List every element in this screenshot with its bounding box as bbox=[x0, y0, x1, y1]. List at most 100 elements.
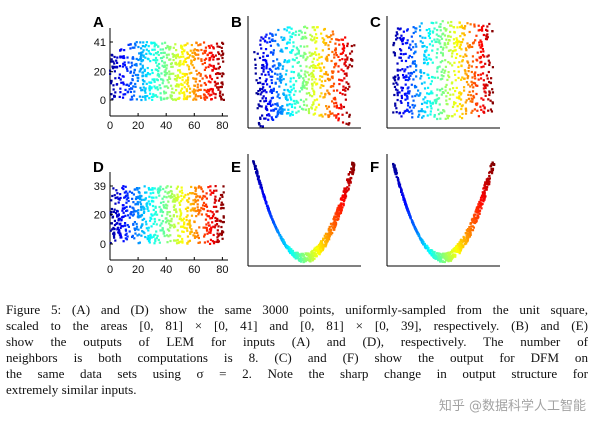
data-point-b bbox=[311, 73, 315, 76]
data-point-a bbox=[132, 85, 135, 88]
data-point-a bbox=[165, 72, 168, 75]
data-point-a bbox=[204, 49, 207, 52]
data-point-c bbox=[431, 102, 434, 105]
data-point-d bbox=[166, 185, 169, 188]
data-point-b bbox=[301, 82, 304, 85]
data-point-c bbox=[409, 74, 412, 77]
data-point-a bbox=[163, 51, 166, 54]
data-point-d bbox=[151, 188, 154, 191]
data-point-d bbox=[193, 236, 197, 239]
data-point-d bbox=[137, 195, 140, 198]
data-point-d bbox=[153, 220, 157, 223]
data-point-a bbox=[151, 71, 154, 75]
data-point-b bbox=[306, 45, 309, 48]
data-point-a bbox=[119, 87, 122, 90]
data-point-d bbox=[123, 222, 127, 225]
data-point-a bbox=[120, 81, 123, 84]
data-point-a bbox=[168, 47, 171, 50]
data-point-b bbox=[325, 55, 328, 58]
data-point-b bbox=[258, 77, 262, 80]
data-point-e bbox=[344, 192, 347, 195]
data-point-b bbox=[292, 76, 295, 80]
data-point-d bbox=[155, 236, 158, 240]
data-point-d bbox=[114, 239, 117, 242]
data-point-c bbox=[433, 115, 436, 118]
data-point-c bbox=[466, 42, 469, 45]
data-point-d bbox=[198, 211, 201, 214]
data-point-b bbox=[332, 85, 335, 88]
data-point-c bbox=[430, 75, 434, 79]
data-point-d bbox=[163, 234, 166, 238]
data-point-f bbox=[447, 252, 451, 255]
data-point-c bbox=[441, 77, 444, 80]
data-point-c bbox=[464, 112, 468, 115]
data-point-c bbox=[398, 111, 402, 114]
data-point-d bbox=[117, 219, 120, 222]
data-point-e bbox=[331, 226, 335, 229]
data-point-a bbox=[194, 89, 197, 92]
data-point-d bbox=[173, 225, 177, 228]
data-point-d bbox=[196, 231, 199, 234]
data-point-b bbox=[341, 38, 345, 41]
data-point-c bbox=[460, 107, 463, 111]
data-point-c bbox=[401, 86, 405, 90]
data-point-c bbox=[456, 44, 459, 47]
data-point-d bbox=[125, 205, 128, 209]
data-point-b bbox=[283, 88, 286, 92]
data-point-b bbox=[307, 108, 311, 111]
data-point-c bbox=[443, 34, 447, 37]
data-point-f bbox=[458, 251, 461, 254]
data-point-e bbox=[298, 253, 302, 256]
data-point-e bbox=[323, 240, 327, 243]
data-point-b bbox=[333, 102, 336, 105]
data-point-b bbox=[260, 36, 263, 39]
data-point-f bbox=[438, 257, 441, 260]
data-point-e bbox=[293, 252, 297, 255]
data-point-b bbox=[262, 65, 265, 68]
data-point-e bbox=[314, 248, 317, 252]
data-point-d bbox=[120, 218, 123, 221]
data-point-d bbox=[118, 198, 121, 201]
data-point-a bbox=[161, 78, 164, 81]
watermark: 知乎 @数据科学人工智能 bbox=[438, 399, 586, 414]
data-point-d bbox=[178, 201, 181, 204]
data-point-c bbox=[471, 55, 475, 58]
data-point-a bbox=[208, 51, 212, 55]
data-point-a bbox=[203, 58, 206, 62]
data-point-f bbox=[482, 200, 485, 203]
data-point-a bbox=[128, 88, 131, 91]
data-point-b bbox=[276, 73, 279, 76]
data-point-c bbox=[423, 101, 426, 104]
data-point-c bbox=[439, 35, 442, 38]
data-point-b bbox=[303, 25, 306, 29]
data-point-d bbox=[176, 215, 179, 218]
data-point-a bbox=[221, 72, 224, 75]
data-point-f bbox=[423, 243, 427, 246]
data-point-d bbox=[183, 226, 186, 229]
data-point-c bbox=[474, 77, 477, 80]
data-point-f bbox=[490, 162, 493, 166]
data-point-c bbox=[443, 71, 446, 74]
data-point-a bbox=[207, 44, 210, 48]
data-point-d bbox=[203, 195, 207, 198]
data-point-a bbox=[209, 81, 212, 84]
data-point-b bbox=[305, 83, 308, 86]
data-point-b bbox=[297, 72, 300, 75]
data-point-a bbox=[133, 90, 136, 93]
data-point-c bbox=[449, 62, 452, 65]
data-point-d bbox=[152, 196, 155, 199]
data-point-a bbox=[166, 86, 170, 89]
data-point-d bbox=[214, 195, 217, 198]
data-point-d bbox=[116, 228, 119, 231]
data-point-c bbox=[482, 83, 485, 86]
data-point-c bbox=[480, 108, 483, 111]
data-point-a bbox=[159, 92, 162, 95]
data-point-b bbox=[315, 40, 318, 43]
data-point-a bbox=[133, 46, 136, 49]
data-point-c bbox=[400, 59, 403, 62]
x-tick-label-d: 20 bbox=[132, 264, 144, 276]
data-point-e bbox=[258, 180, 261, 183]
data-point-c bbox=[441, 52, 444, 55]
data-point-d bbox=[203, 233, 206, 236]
data-point-a bbox=[180, 87, 184, 90]
